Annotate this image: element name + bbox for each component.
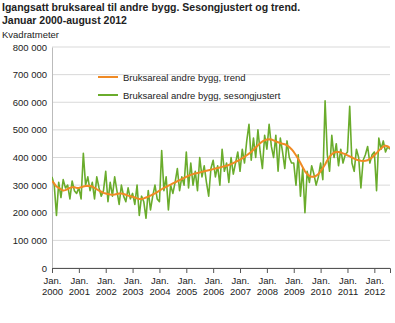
legend-swatch [98,94,118,96]
grid-line [52,240,390,241]
x-tick-label: Jan.2001 [69,275,90,297]
x-tick: Jan.2009 [284,268,305,297]
x-tick: Jan.2008 [257,268,278,297]
x-tick-label: Jan.2011 [338,275,358,297]
x-tick-mark [240,268,241,273]
x-tick-label: Jan.2006 [203,275,224,297]
y-tick-label: 100 000 [13,235,47,246]
x-tick: Jan.2012 [364,268,385,297]
title: Igangsatt bruksareal til andre bygg. Ses… [2,1,300,13]
x-tick: Jan.2010 [311,268,332,297]
x-tick-mark [52,268,53,273]
y-tick-label: 500 000 [13,124,47,135]
x-tick-mark [159,268,160,273]
grid-line [52,102,390,103]
y-tick-label: 700 000 [13,69,47,80]
series-line [52,139,390,199]
x-tick: Jan.2011 [338,268,358,297]
x-tick: Jan.2001 [69,268,90,297]
x-tick: Jan.2004 [149,268,170,297]
y-axis: 0 100 000 200 000 300 000 400 000 500 000 600 … [13,42,53,274]
x-tick-mark [186,268,187,273]
x-tick-mark [267,268,268,273]
x-tick: Jan.2007 [230,268,251,297]
x-tick-mark [294,268,295,273]
y-tick-label: 600 000 [13,97,47,108]
plot-area [52,101,390,218]
x-axis-line [53,269,391,274]
grid-line [52,47,390,48]
grid-line [52,129,390,130]
legend: Bruksareal andre bygg, trend Bruksareal a… [98,72,281,101]
y-tick-label: 400 000 [13,152,47,163]
legend-label: Bruksareal andre bygg, sesongjustert [123,90,281,101]
y-tick: 100 000 [13,235,52,246]
x-tick: Jan.2006 [203,268,224,297]
x-tick-mark [106,268,107,273]
x-tick-label: Jan.2003 [123,275,144,297]
y-axis-line [52,48,53,269]
x-tick: Jan.2002 [96,268,117,297]
y-tick-label: 300 000 [13,180,47,191]
chart: Igangsatt bruksareal til andre bygg. Ses… [0,0,395,323]
y-tick: 500 000 [13,124,52,135]
x-tick-label: Jan.2004 [149,275,170,297]
y-tick-label: 0 [42,263,47,274]
x-tick-label: Jan.2007 [230,275,251,297]
legend-label: Bruksareal andre bygg, trend [123,72,246,83]
y-tick: 0 [42,263,52,274]
x-tick-label: Jan.2005 [176,275,197,297]
y-axis-title: Kvadratmeter [2,29,59,40]
grid-line [52,212,390,213]
y-tick-label: 200 000 [13,207,47,218]
y-tick: 700 000 [13,69,52,80]
x-tick-label: Jan.2008 [257,275,278,297]
x-tick-label: Jan.2012 [364,275,385,297]
y-tick: 200 000 [13,207,52,218]
x-tick-label: Jan.2002 [96,275,117,297]
x-tick-label: Jan.2010 [311,275,332,297]
y-tick-label: 800 000 [13,42,47,53]
y-tick: 600 000 [13,97,52,108]
x-tick-mark [79,268,80,273]
subtitle: Januar 2000-august 2012 [2,14,127,26]
x-tick: Jan.2000 [42,268,63,297]
x-tick: Jan.2003 [123,268,144,297]
y-tick: 300 000 [13,180,52,191]
grid [52,47,390,268]
grid-line [52,185,390,186]
x-tick-mark [374,268,375,273]
y-tick: 800 000 [13,42,52,53]
series-line [52,101,390,218]
y-tick: 400 000 [13,152,52,163]
x-axis: Jan.2000 Jan.2001 Jan.2002 Jan.2003Jan.2004… [42,268,391,297]
legend-item: Bruksareal andre bygg, sesongjustert [98,90,281,101]
legend-item: Bruksareal andre bygg, trend [98,72,246,83]
x-tick-label: Jan.2000 [42,275,63,297]
x-tick-mark [321,268,322,273]
x-tick-mark [213,268,214,273]
x-tick-mark [347,268,348,273]
x-tick: Jan.2005 [176,268,197,297]
legend-swatch [98,76,118,78]
x-tick-label: Jan.2009 [284,275,305,297]
x-tick-mark [133,268,134,273]
